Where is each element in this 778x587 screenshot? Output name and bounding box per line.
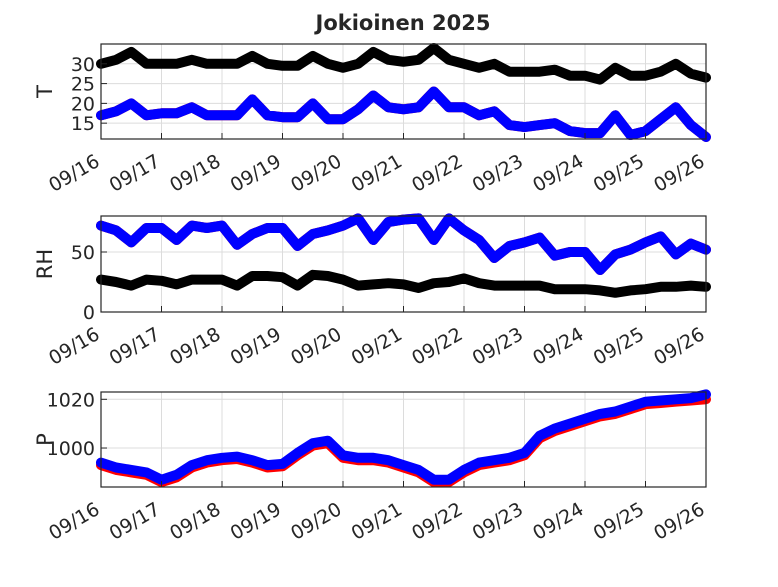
y-axis-label: RH — [33, 249, 57, 279]
x-tick-label: 09/23 — [469, 323, 527, 369]
x-tick-label: 09/22 — [408, 323, 466, 369]
x-tick-label: 09/16 — [45, 150, 103, 196]
y-tick-label: 15 — [71, 113, 95, 135]
x-tick-label: 09/24 — [529, 150, 587, 196]
x-tick-label: 09/21 — [348, 323, 406, 369]
x-tick-label: 09/25 — [590, 323, 648, 369]
x-tick-label: 09/19 — [227, 498, 285, 544]
x-tick-label: 09/17 — [106, 323, 164, 369]
x-tick-label: 09/24 — [529, 323, 587, 369]
x-tick-label: 09/19 — [227, 150, 285, 196]
y-tick-label: 0 — [83, 302, 95, 324]
series-line-2 — [96, 269, 711, 298]
series-line-2 — [96, 86, 711, 142]
y-tick-label: 30 — [71, 54, 95, 76]
x-tick-label: 09/18 — [166, 498, 224, 544]
series-line-0 — [96, 43, 711, 85]
x-tick-label: 09/23 — [469, 498, 527, 544]
y-tick-label: 1000 — [47, 438, 95, 460]
x-tick-label: 09/21 — [348, 150, 406, 196]
figure-title: Jokioinen 2025 — [314, 11, 491, 35]
x-tick-label: 09/20 — [287, 150, 345, 196]
x-tick-label: 09/18 — [166, 323, 224, 369]
x-tick-label: 09/20 — [287, 498, 345, 544]
x-tick-label: 09/22 — [408, 498, 466, 544]
x-tick-label: 09/17 — [106, 150, 164, 196]
x-tick-label: 09/17 — [106, 498, 164, 544]
x-tick-label: 09/25 — [590, 498, 648, 544]
y-axis-label: T — [33, 85, 57, 99]
y-tick-label: 20 — [71, 93, 95, 115]
x-tick-label: 09/26 — [650, 323, 708, 369]
x-tick-label: 09/23 — [469, 150, 527, 196]
x-tick-label: 09/22 — [408, 150, 466, 196]
x-tick-label: 09/25 — [590, 150, 648, 196]
x-tick-label: 09/26 — [650, 150, 708, 196]
y-axis-label: P — [33, 433, 57, 446]
x-tick-label: 09/16 — [45, 323, 103, 369]
y-tick-label: 1020 — [47, 389, 95, 411]
x-tick-label: 09/20 — [287, 323, 345, 369]
x-tick-label: 09/21 — [348, 498, 406, 544]
x-tick-label: 09/18 — [166, 150, 224, 196]
x-tick-label: 09/24 — [529, 498, 587, 544]
series-line-1 — [96, 389, 711, 485]
y-tick-label: 25 — [71, 74, 95, 96]
x-tick-label: 09/16 — [45, 498, 103, 544]
x-tick-label: 09/26 — [650, 498, 708, 544]
y-tick-label: 50 — [71, 242, 95, 264]
x-tick-label: 09/19 — [227, 323, 285, 369]
series-line-1 — [96, 213, 711, 275]
